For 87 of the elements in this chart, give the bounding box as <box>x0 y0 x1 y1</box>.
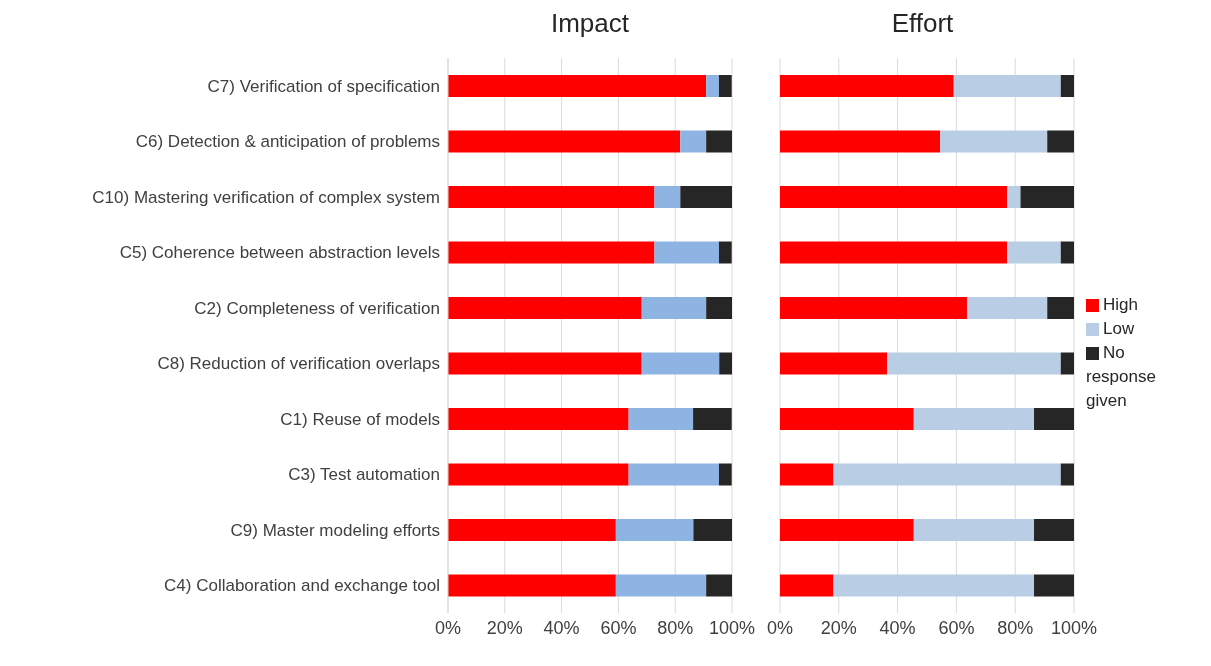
bar <box>693 519 732 541</box>
bar <box>448 297 642 319</box>
bar <box>966 297 1048 319</box>
bar <box>780 408 914 430</box>
bar <box>641 352 720 375</box>
bar <box>1060 241 1074 264</box>
bar <box>780 241 1008 264</box>
bar <box>448 519 616 541</box>
bar <box>615 574 707 597</box>
bar <box>706 574 732 597</box>
y-tick-label: C6) Detection & anticipation of problems <box>135 132 440 152</box>
bar <box>1007 186 1021 208</box>
bar <box>718 241 732 264</box>
chart-title: Impact <box>550 8 630 40</box>
x-tick-label: 40% <box>879 617 916 638</box>
y-tick-label: C3) Test automation <box>288 465 440 485</box>
y-tick-label: C1) Reuse of models <box>280 409 440 429</box>
bar <box>833 574 1035 597</box>
bar <box>448 463 629 486</box>
y-tick-label: C2) Completeness of verification <box>194 298 440 318</box>
x-tick-label: 80% <box>997 617 1034 638</box>
bar <box>615 519 694 541</box>
bar <box>628 463 719 486</box>
bar <box>448 574 616 597</box>
bar <box>680 130 707 153</box>
bar <box>693 408 732 430</box>
bar <box>913 519 1035 541</box>
x-tick-label: 60% <box>600 617 637 638</box>
legend-label: Low <box>1103 319 1135 338</box>
bar <box>1060 463 1074 486</box>
bar <box>448 130 681 153</box>
bar <box>448 352 642 375</box>
bar <box>448 408 629 430</box>
y-tick-label: C10) Mastering verification of complex system <box>92 187 440 207</box>
y-tick-label: C8) Reduction of verification overlaps <box>157 354 440 374</box>
bar <box>1020 186 1074 208</box>
x-tick-label: 0% <box>766 617 794 638</box>
x-tick-label: 80% <box>657 617 694 638</box>
bar <box>780 352 888 375</box>
x-tick-label: 0% <box>434 617 462 638</box>
bar <box>887 352 1061 375</box>
x-tick-label: 20% <box>820 617 857 638</box>
bar <box>706 75 719 97</box>
bar <box>1034 408 1074 430</box>
bar <box>833 463 1061 486</box>
bar <box>718 75 732 97</box>
bar <box>448 186 655 208</box>
bar <box>628 408 694 430</box>
bar <box>1060 352 1074 375</box>
bar <box>718 463 732 486</box>
bar <box>913 408 1035 430</box>
bar <box>780 186 1008 208</box>
bar <box>448 241 655 264</box>
chart-title: Effort <box>890 8 955 40</box>
bar <box>780 75 954 97</box>
x-tick-label: 40% <box>543 617 580 638</box>
bar <box>953 75 1061 97</box>
bar <box>706 130 732 153</box>
bar <box>448 75 707 97</box>
x-tick-label: 60% <box>938 617 975 638</box>
x-tick-label: 20% <box>486 617 523 638</box>
bar <box>1034 519 1074 541</box>
y-tick-label: C4) Collaboration and exchange tool <box>164 576 440 596</box>
bar <box>719 352 732 375</box>
bar <box>780 463 834 486</box>
x-tick-label: 100% <box>708 617 756 638</box>
bar <box>780 519 914 541</box>
bar <box>1047 130 1074 153</box>
y-tick-label: C9) Master modeling efforts <box>230 520 440 540</box>
legend-label: High <box>1103 295 1138 314</box>
bar <box>641 297 707 319</box>
y-tick-label: C7) Verification of specification <box>207 76 440 96</box>
bar <box>1034 574 1074 597</box>
bar <box>654 186 681 208</box>
bar <box>780 130 941 153</box>
bar <box>1060 75 1074 97</box>
bar <box>706 297 732 319</box>
bar <box>780 574 834 597</box>
legend-label: No response given <box>1086 343 1156 410</box>
bar <box>680 186 732 208</box>
bar <box>1007 241 1061 264</box>
bar <box>780 297 967 319</box>
x-tick-label: 100% <box>1050 617 1098 638</box>
bar <box>1047 297 1074 319</box>
bar <box>654 241 719 264</box>
bar <box>940 130 1048 153</box>
y-tick-label: C5) Coherence between abstraction levels <box>119 243 440 263</box>
